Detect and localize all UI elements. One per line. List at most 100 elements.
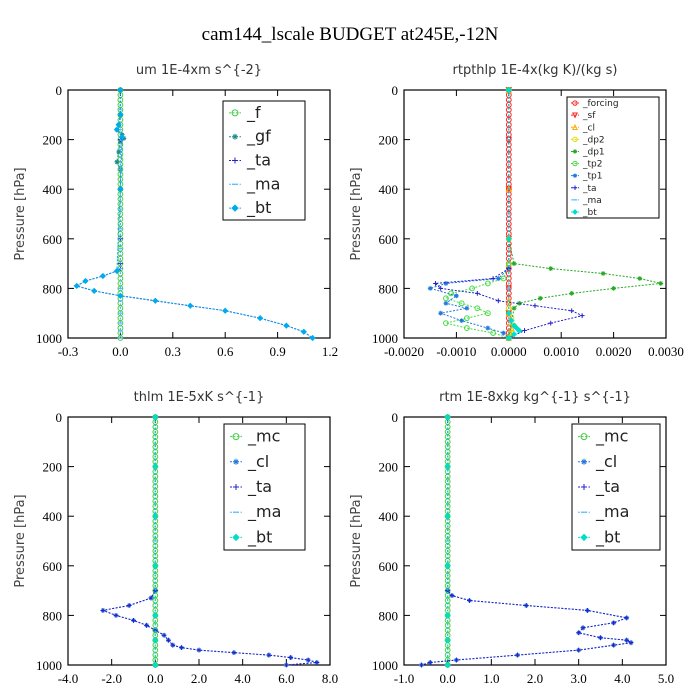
- data-point: [569, 290, 575, 296]
- data-point: [598, 635, 603, 641]
- chart-panel-3: thlm 1E-5xK s^{-1} Pressure [hPa] -4.0 -2.0…: [13, 390, 338, 686]
- data-point: [100, 608, 106, 613]
- data-point: [187, 302, 194, 309]
- data-point: [305, 657, 311, 663]
- data-point: [500, 275, 507, 282]
- data-point: [117, 292, 124, 299]
- data-point: [166, 637, 171, 643]
- legend-swatch-marker: [232, 533, 240, 542]
- series-bt: [505, 86, 523, 342]
- data-point: [532, 303, 538, 309]
- legend-swatch-marker: [572, 160, 578, 167]
- legend-swatch-marker: [572, 173, 578, 178]
- data-point: [458, 300, 465, 307]
- data-point: [161, 632, 167, 638]
- series-line: [444, 90, 510, 339]
- x-tick-label: 0.0: [440, 671, 456, 686]
- legend-entry: _tp1: [582, 172, 602, 182]
- data-point: [443, 295, 449, 302]
- data-point: [144, 622, 149, 628]
- y-tick-label: 800: [379, 281, 399, 296]
- data-point: [474, 305, 481, 312]
- plot-frame: [67, 89, 331, 339]
- series-line: [101, 417, 318, 666]
- data-point: [548, 266, 554, 271]
- legend-entry: _ma: [582, 196, 602, 206]
- legend-swatch-marker: [581, 484, 587, 490]
- legend-entry: _sf: [582, 111, 596, 121]
- legend-swatch-marker: [571, 112, 579, 119]
- data-point: [510, 331, 518, 338]
- legend-swatch-marker: [572, 149, 578, 154]
- data-point: [516, 327, 523, 334]
- data-point: [501, 330, 506, 336]
- y-tick-label: 1000: [372, 331, 398, 346]
- legend: _mc _cl _ta _ma _bt: [571, 423, 661, 551]
- data-point: [523, 603, 529, 608]
- x-tick-label: 8.0: [322, 671, 338, 686]
- legend-swatch-marker: [580, 533, 588, 542]
- x-tick-label: 0.0000: [491, 344, 527, 359]
- data-point: [624, 615, 630, 621]
- legend-swatch-marker: [581, 458, 587, 465]
- data-point: [427, 660, 433, 665]
- y-tick-label: 800: [43, 608, 63, 623]
- data-point: [131, 617, 136, 623]
- data-point: [444, 612, 451, 619]
- data-point: [283, 662, 289, 668]
- data-point: [454, 293, 459, 299]
- data-point: [467, 598, 472, 603]
- data-point: [152, 297, 159, 304]
- data-point: [309, 334, 316, 342]
- x-tick-label: 3.0: [571, 671, 587, 686]
- legend-swatch-marker: [231, 204, 239, 212]
- data-point: [113, 613, 119, 618]
- data-point: [438, 286, 444, 291]
- data-point: [444, 413, 451, 421]
- data-point: [152, 562, 159, 569]
- x-tick-label: -2.0: [101, 671, 122, 686]
- x-tick-label: -4.0: [58, 671, 79, 686]
- legend-entry: _cl: [247, 452, 269, 472]
- data-point: [505, 334, 512, 342]
- legend: _forcing _sf _cl _dp2 _dp1 _tp2 _tp1 _ta _ma _bt: [566, 96, 660, 219]
- data-point: [118, 139, 123, 145]
- y-tick-label: 400: [379, 509, 399, 524]
- data-point: [288, 655, 294, 660]
- data-point: [443, 300, 449, 306]
- data-point: [484, 310, 491, 317]
- data-point: [117, 111, 124, 118]
- series-tp2: [443, 87, 512, 341]
- legend-entry: _ma: [247, 502, 281, 522]
- panel-title: um 1E-4xm s^{-2}: [136, 63, 262, 78]
- legend: _f _gf _ta _ma _bt: [222, 100, 306, 221]
- data-point: [152, 637, 159, 644]
- chart-panel-1: um 1E-4xm s^{-2} Pressure [hPa] -0.3 0.0 0.3…: [13, 63, 338, 359]
- data-point: [257, 315, 264, 322]
- legend-swatch-marker: [572, 100, 578, 106]
- x-tick-label: 1.0: [483, 671, 499, 686]
- data-point: [579, 313, 585, 319]
- legend-entry: _ma: [595, 502, 629, 522]
- data-point: [119, 134, 126, 141]
- data-point: [114, 159, 120, 165]
- legend-swatch-marker: [231, 109, 239, 117]
- data-point: [505, 310, 512, 317]
- legend-entry: _bt: [595, 527, 620, 547]
- legend-entry: _ta: [247, 477, 272, 497]
- data-point: [516, 300, 522, 306]
- legend-entry: _mc: [247, 427, 280, 447]
- data-point: [152, 413, 159, 421]
- x-tick-label: 0.0010: [543, 344, 579, 359]
- data-point: [464, 305, 470, 311]
- legend-entry: _f: [246, 103, 261, 123]
- y-tick-label: 0: [392, 410, 399, 425]
- data-point: [438, 310, 444, 316]
- data-point: [444, 661, 451, 669]
- y-tick-label: 600: [43, 559, 63, 574]
- x-tick-label: 4.0: [614, 671, 630, 686]
- data-point: [580, 625, 586, 631]
- data-point: [152, 612, 159, 619]
- data-point: [474, 290, 480, 296]
